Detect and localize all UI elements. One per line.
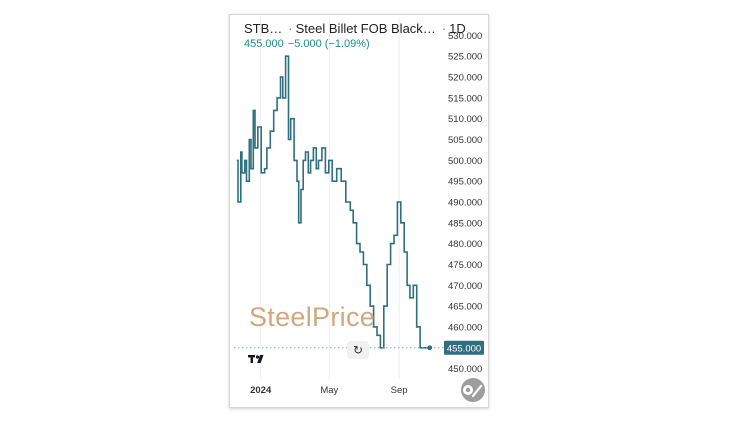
x-tick-label: 2024 bbox=[250, 385, 272, 396]
y-tick-label: 505.000 bbox=[448, 135, 482, 146]
y-tick-label: 525.000 bbox=[448, 52, 482, 63]
y-tick-label: 460.000 bbox=[448, 322, 482, 333]
y-tick-label: 475.000 bbox=[448, 260, 482, 271]
y-tick-label: 465.000 bbox=[448, 302, 482, 313]
settings-icon[interactable] bbox=[460, 377, 486, 403]
symbol-label[interactable]: STB… bbox=[244, 21, 283, 36]
watermark-text: SteelPrice bbox=[249, 302, 376, 332]
y-tick-label: 510.000 bbox=[448, 114, 482, 125]
chart-card: 530.000 525.000 520.000 515.000 510.000 505.0… bbox=[229, 14, 489, 408]
last-price-tag-label: 455.000 bbox=[447, 343, 481, 354]
y-tick-label: 490.000 bbox=[448, 198, 482, 209]
instrument-name: Steel Billet FOB Black… bbox=[295, 21, 436, 36]
y-tick-label: 485.000 bbox=[448, 218, 482, 229]
y-tick-label: 495.000 bbox=[448, 177, 482, 188]
time-axis-band bbox=[230, 379, 488, 407]
tradingview-logo-icon[interactable] bbox=[244, 349, 270, 369]
y-tick-label: 530.000 bbox=[448, 31, 482, 42]
x-tick-label: Sep bbox=[391, 385, 408, 396]
quote-line: 455.000 −5.000 (−1.09%) bbox=[244, 38, 370, 50]
y-tick-label: 480.000 bbox=[448, 239, 482, 250]
y-tick-label: 470.000 bbox=[448, 281, 482, 292]
last-price-tag bbox=[444, 340, 484, 355]
reset-icon[interactable]: ↻ bbox=[347, 341, 369, 359]
price-change: −5.000 (−1.09%) bbox=[287, 38, 370, 50]
y-tick-label: 515.000 bbox=[448, 93, 482, 104]
last-price-point bbox=[427, 345, 433, 351]
price-series-line bbox=[236, 55, 430, 349]
separator-dot: · bbox=[441, 21, 447, 36]
current-price: 455.000 bbox=[244, 38, 284, 50]
chart-header: STB… · Steel Billet FOB Black… · 1D bbox=[244, 21, 466, 36]
separator-dot: · bbox=[288, 21, 293, 36]
y-tick-label: 500.000 bbox=[448, 156, 482, 167]
x-tick-label: May bbox=[320, 385, 338, 396]
y-tick-label: 450.000 bbox=[448, 364, 482, 375]
interval-label[interactable]: 1D bbox=[449, 21, 466, 36]
y-tick-label: 520.000 bbox=[448, 73, 482, 84]
price-chart[interactable]: 530.000 525.000 520.000 515.000 510.000 505.0… bbox=[230, 15, 488, 407]
